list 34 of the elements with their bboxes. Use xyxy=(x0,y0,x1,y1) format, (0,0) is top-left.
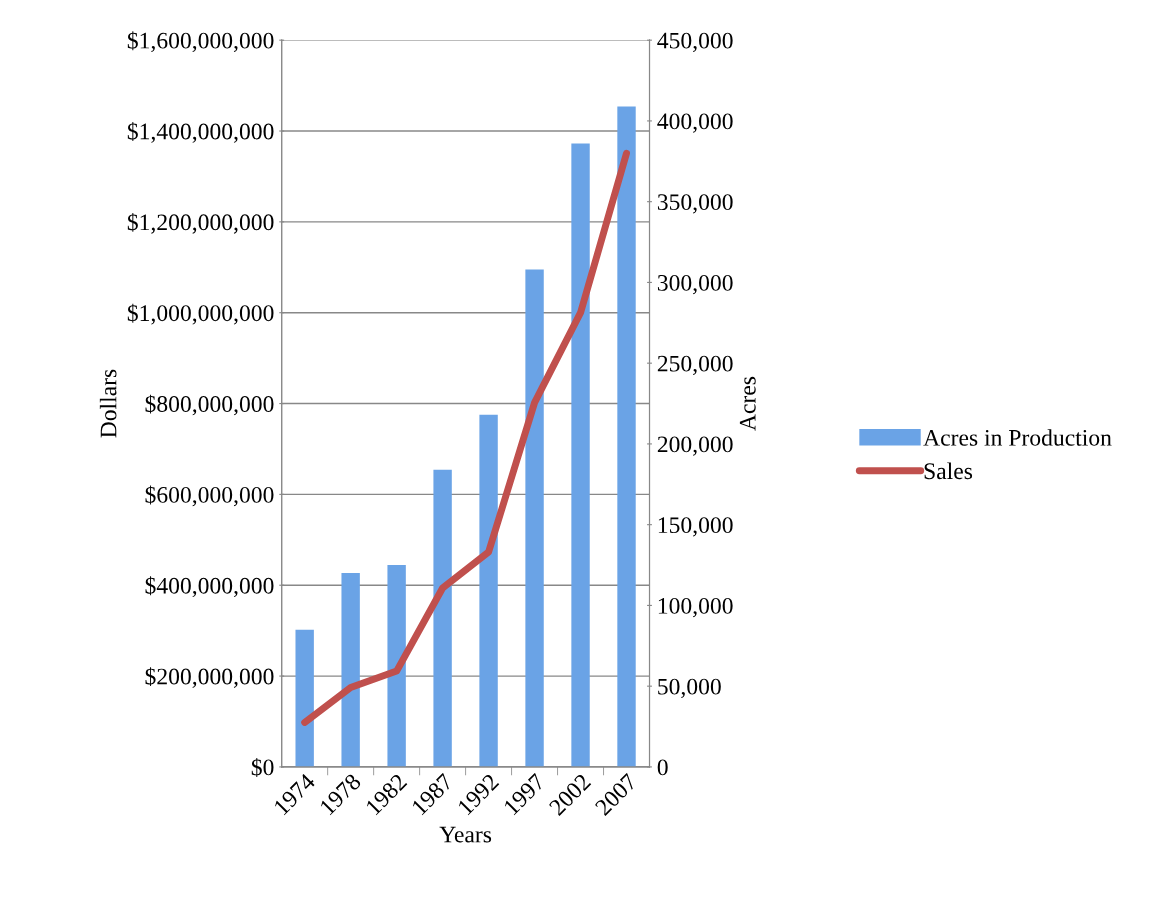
x-axis-title: Years xyxy=(439,826,492,843)
x-tick-label: 1982 xyxy=(365,773,408,816)
y-tick-label: $1,600,000,000 xyxy=(127,31,274,52)
y-tick-label: $200,000,000 xyxy=(145,667,274,688)
bar xyxy=(341,573,360,767)
y2-tick-label: 100,000 xyxy=(658,597,733,618)
y2-tick-label: 200,000 xyxy=(657,436,733,456)
y2-tick-label: 400,000 xyxy=(657,113,733,133)
legend-label: Sales xyxy=(924,462,973,480)
bar xyxy=(525,269,544,767)
y-tick-label: $1,400,000,000 xyxy=(127,122,274,143)
bar xyxy=(617,106,636,767)
y-axis-title: Dollars xyxy=(99,369,117,438)
y2-axis-title: Acres xyxy=(739,376,756,431)
y-tick-label: $0 xyxy=(251,758,274,777)
bar xyxy=(571,143,590,767)
y2-tick-label: 350,000 xyxy=(657,194,733,214)
y-tick-label: $400,000,000 xyxy=(145,576,274,598)
y-tick-label: $1,000,000,000 xyxy=(127,303,274,325)
y2-tick-label: 300,000 xyxy=(657,274,733,295)
x-tick-label: 1992 xyxy=(457,773,500,816)
y2-tick-label: 450,000 xyxy=(657,32,733,52)
y-tick-label: $1,200,000,000 xyxy=(127,212,274,234)
bar xyxy=(433,469,452,767)
bar xyxy=(387,565,406,767)
bar xyxy=(479,414,498,767)
y2-tick-label: 150,000 xyxy=(658,517,733,537)
y2-tick-label: 250,000 xyxy=(657,355,733,375)
legend-label: Acres in Production xyxy=(923,429,1112,446)
y-tick-label: $800,000,000 xyxy=(145,394,274,416)
y2-tick-label: 50,000 xyxy=(658,678,721,698)
y2-tick-label: 0 xyxy=(657,759,668,776)
bar xyxy=(295,629,314,767)
y-tick-label: $600,000,000 xyxy=(145,485,274,507)
